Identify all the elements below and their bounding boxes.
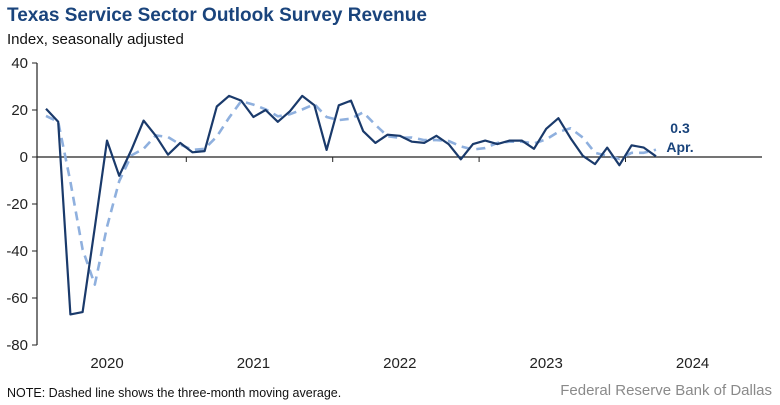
annotation-label: Apr. bbox=[666, 139, 693, 155]
y-tick-label: 0 bbox=[20, 149, 28, 166]
y-tick-label: -60 bbox=[6, 290, 28, 307]
y-tick-label: -40 bbox=[6, 243, 28, 260]
x-tick-label: 2023 bbox=[530, 355, 563, 372]
x-tick-label: 2022 bbox=[383, 355, 416, 372]
y-tick-label: -80 bbox=[6, 337, 28, 354]
x-tick-label: 2020 bbox=[90, 355, 123, 372]
y-tick-label: 20 bbox=[11, 102, 28, 119]
x-tick-label: 2021 bbox=[237, 355, 270, 372]
y-tick-label: 40 bbox=[11, 55, 28, 72]
source-label: Federal Reserve Bank of Dallas bbox=[560, 382, 772, 399]
chart-title: Texas Service Sector Outlook Survey Reve… bbox=[7, 5, 427, 26]
y-tick-label: -20 bbox=[6, 196, 28, 213]
annotation-value: 0.3 bbox=[670, 120, 690, 136]
footnote: NOTE: Dashed line shows the three-month … bbox=[7, 386, 342, 400]
chart-plot: 40 20 0 -20 -40 -60 -80 2020 2021 2022 2023 2024 0.… bbox=[6, 55, 762, 372]
revenue-index-line bbox=[45, 94, 657, 316]
x-tick-label: 2024 bbox=[676, 355, 709, 372]
chart-subtitle: Index, seasonally adjusted bbox=[7, 31, 184, 48]
moving-average-line bbox=[45, 99, 657, 286]
